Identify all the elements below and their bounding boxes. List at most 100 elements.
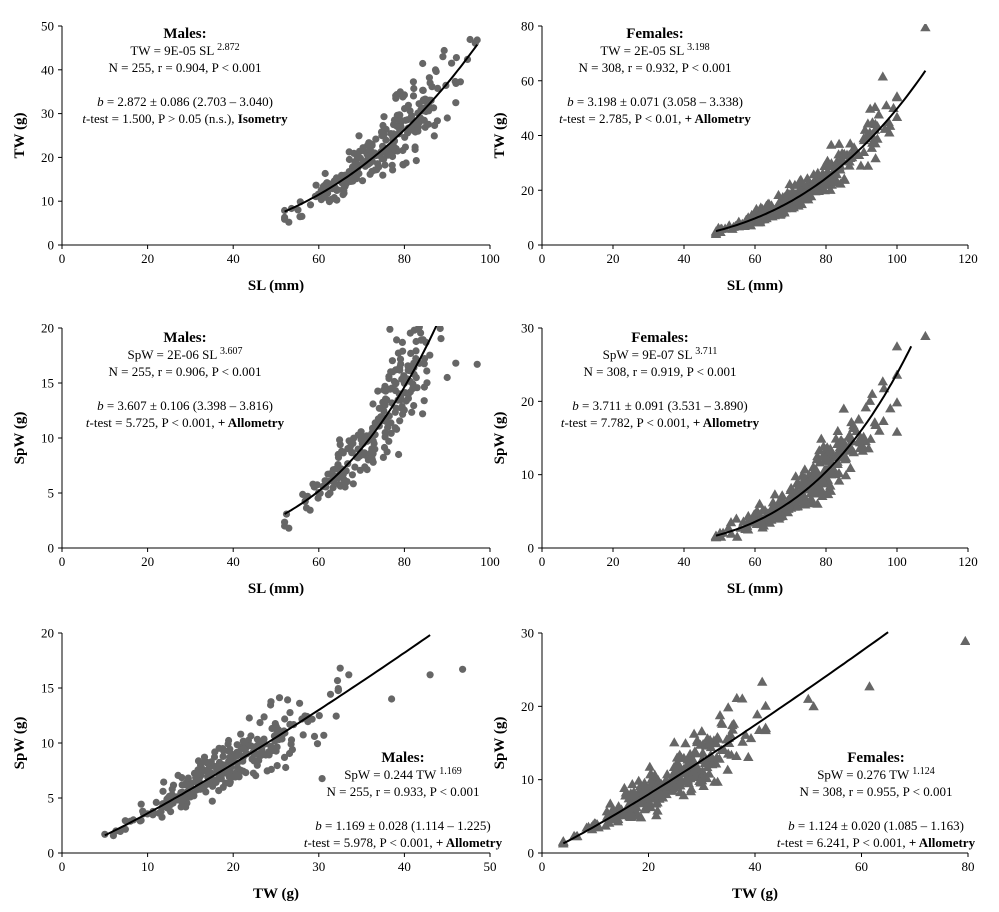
- data-point: [326, 489, 334, 497]
- data-point: [874, 425, 885, 435]
- y-tick-label: 40: [521, 128, 534, 143]
- data-point: [826, 139, 837, 149]
- data-point: [695, 777, 706, 787]
- data-point: [716, 717, 727, 727]
- y-tick-label: 30: [521, 626, 534, 641]
- data-point: [281, 715, 289, 723]
- data-point: [406, 329, 414, 337]
- data-point: [833, 138, 845, 148]
- annotation-title: Males:: [163, 330, 206, 346]
- data-point: [635, 812, 647, 822]
- fit-curve: [284, 44, 479, 213]
- data-point: [837, 452, 848, 462]
- data-point: [448, 59, 456, 67]
- data-point: [395, 450, 403, 459]
- data-point: [326, 690, 335, 698]
- data-point: [845, 462, 856, 472]
- data-point: [338, 447, 346, 455]
- data-point: [325, 198, 333, 206]
- data-point: [345, 155, 353, 164]
- data-point: [891, 397, 903, 407]
- data-point: [341, 478, 349, 486]
- data-point: [333, 196, 341, 204]
- annotation-slope: b = 3.711 ± 0.091 (3.531 – 3.890): [572, 398, 747, 413]
- x-tick-label: 10: [141, 859, 154, 874]
- data-point: [835, 155, 847, 165]
- data-points: [281, 274, 481, 532]
- data-point: [409, 385, 417, 393]
- data-point: [329, 484, 337, 492]
- data-points: [101, 664, 467, 840]
- data-point: [674, 749, 685, 759]
- data-point: [452, 99, 460, 107]
- data-point: [627, 779, 638, 789]
- data-point: [360, 449, 369, 457]
- data-point: [397, 117, 405, 125]
- data-point: [406, 366, 414, 374]
- data-point: [348, 449, 356, 457]
- chart-panel-2: 0 20 40 60 80 100 120 0 20 40 60 80 SL (mm) TW (g) Fem…: [492, 19, 978, 295]
- data-point: [430, 132, 438, 140]
- y-tick-label: 0: [48, 238, 55, 253]
- data-points: [558, 635, 970, 848]
- data-point: [443, 373, 451, 382]
- data-point: [309, 480, 317, 488]
- data-point: [204, 766, 212, 774]
- data-point: [420, 397, 428, 405]
- y-tick-label: 10: [521, 467, 534, 482]
- y-tick-label: 10: [41, 431, 54, 446]
- data-point: [210, 762, 218, 771]
- data-point: [860, 132, 871, 142]
- data-point: [167, 808, 175, 816]
- data-point: [440, 274, 447, 281]
- data-point: [426, 351, 434, 359]
- data-point: [853, 414, 864, 424]
- data-point: [691, 737, 703, 747]
- data-point: [815, 482, 826, 492]
- data-point: [412, 347, 420, 355]
- data-point: [731, 513, 742, 523]
- data-point: [688, 728, 700, 738]
- data-point: [399, 92, 407, 100]
- data-point: [393, 336, 401, 344]
- x-tick-label: 80: [820, 554, 833, 569]
- data-point: [667, 785, 678, 795]
- data-point: [324, 470, 332, 478]
- data-point: [787, 185, 798, 195]
- data-point: [812, 167, 823, 177]
- data-point: [240, 745, 248, 753]
- fit-curve: [715, 70, 927, 233]
- data-point: [757, 676, 768, 686]
- data-point: [799, 464, 810, 474]
- data-point: [419, 59, 427, 68]
- data-point: [287, 736, 296, 744]
- data-point: [379, 171, 387, 179]
- data-point: [710, 531, 722, 541]
- data-point: [645, 802, 656, 812]
- data-point: [854, 435, 866, 445]
- data-point: [869, 417, 880, 427]
- y-tick-label: 15: [41, 681, 54, 696]
- data-point: [345, 177, 353, 185]
- data-point: [710, 228, 722, 238]
- data-point: [619, 809, 631, 819]
- data-point: [644, 761, 655, 771]
- data-point: [396, 111, 404, 119]
- data-point: [397, 360, 405, 368]
- data-point: [429, 291, 436, 298]
- data-point: [435, 316, 442, 323]
- data-point: [410, 402, 418, 410]
- y-tick-label: 10: [41, 736, 54, 751]
- data-point: [801, 478, 812, 488]
- data-point: [318, 775, 326, 783]
- data-point: [756, 519, 767, 529]
- data-point: [247, 732, 255, 740]
- data-point: [439, 53, 447, 61]
- chart-panel-1: 0 20 40 60 80 100 0 10 20 30 40 50 SL (mm) TW (g) Male…: [12, 19, 500, 295]
- data-point: [400, 372, 408, 380]
- data-point: [374, 387, 382, 395]
- data-point: [740, 729, 751, 739]
- x-tick-label: 0: [59, 554, 66, 569]
- data-point: [392, 366, 400, 374]
- annotation-slope: b = 1.124 ± 0.020 (1.085 – 1.163): [788, 818, 964, 833]
